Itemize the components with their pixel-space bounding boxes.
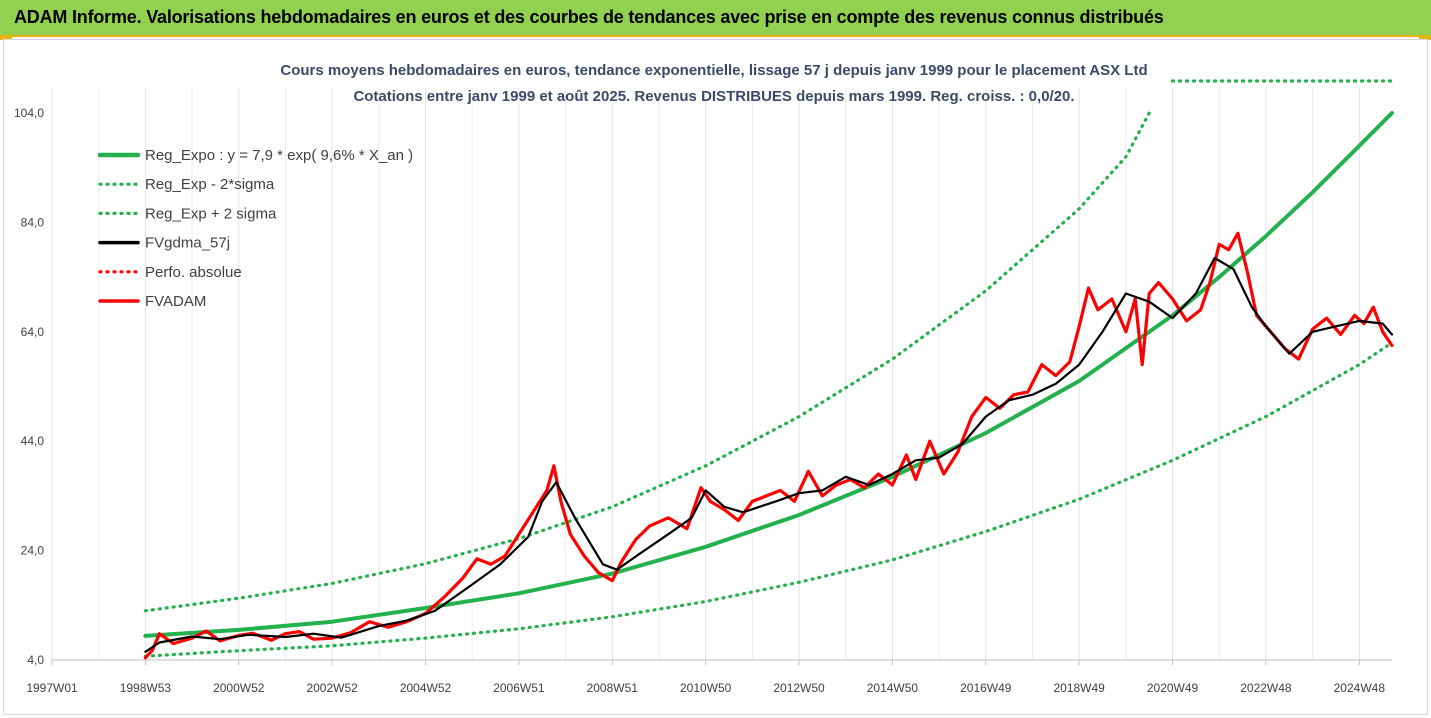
y-tick-label: 44,0 <box>21 434 45 448</box>
y-tick-label: 84,0 <box>21 215 45 229</box>
chart-title-line-1: Cours moyens hebdomadaires en euros, ten… <box>280 62 1147 79</box>
x-tick-label: 2020W49 <box>1147 681 1199 695</box>
legend: Reg_Expo : y = 7,9 * exp( 9,6% * X_an ) R… <box>97 147 413 310</box>
chart-frame <box>3 39 1428 715</box>
y-tick-label: 64,0 <box>21 325 45 339</box>
series-line-1 <box>143 341 1394 658</box>
x-tick-label: 1997W01 <box>26 681 78 695</box>
legend-entry-label: Perfo. absolue <box>145 264 242 281</box>
x-tick-label: 2014W50 <box>867 681 919 695</box>
x-tick-label: 2000W52 <box>213 681 265 695</box>
legend-entry-label: Reg_Exp + 2 sigma <box>145 205 277 222</box>
legend-entry-label: FVADAM <box>145 293 206 310</box>
x-tick-label: 2004W52 <box>400 681 452 695</box>
x-tick-label: 2018W49 <box>1053 681 1105 695</box>
legend-entry-label: Reg_Expo : y = 7,9 * exp( 9,6% * X_an ) <box>145 147 413 164</box>
legend-entry-label: FVgdma_57j <box>145 235 230 252</box>
axes-layer: 4,0 24,0 44,0 64,0 84,0 104,0 1997W01 1998W53 20… <box>14 106 1392 695</box>
grid-layer <box>51 88 1360 660</box>
x-tick-label: 2024W48 <box>1334 681 1386 695</box>
legend-entry-label: Reg_Exp - 2*sigma <box>145 176 275 193</box>
x-tick-label: 2010W50 <box>680 681 732 695</box>
series-line-0 <box>143 111 1394 638</box>
corner-accent-left <box>0 37 12 40</box>
y-tick-label: 104,0 <box>14 106 44 120</box>
y-tick-label: 24,0 <box>21 544 45 558</box>
corner-accent-right <box>1419 37 1431 40</box>
x-tick-label: 2002W52 <box>306 681 358 695</box>
chart-title-line-2: Cotations entre janv 1999 et août 2025. … <box>353 88 1074 105</box>
series-layer <box>143 79 1394 660</box>
series-line-2 <box>143 111 1151 613</box>
y-tick-label: 4,0 <box>27 653 44 667</box>
x-tick-label: 2008W51 <box>587 681 639 695</box>
header-banner: ADAM Informe. Valorisations hebdomadaire… <box>0 0 1431 37</box>
x-tick-label: 1998W53 <box>120 681 172 695</box>
x-tick-label: 2016W49 <box>960 681 1012 695</box>
series-line-3 <box>144 256 1394 653</box>
x-tick-label: 2012W50 <box>773 681 825 695</box>
x-tick-label: 2022W48 <box>1240 681 1292 695</box>
header-title: ADAM Informe. Valorisations hebdomadaire… <box>14 7 1164 27</box>
x-tick-label: 2006W51 <box>493 681 545 695</box>
